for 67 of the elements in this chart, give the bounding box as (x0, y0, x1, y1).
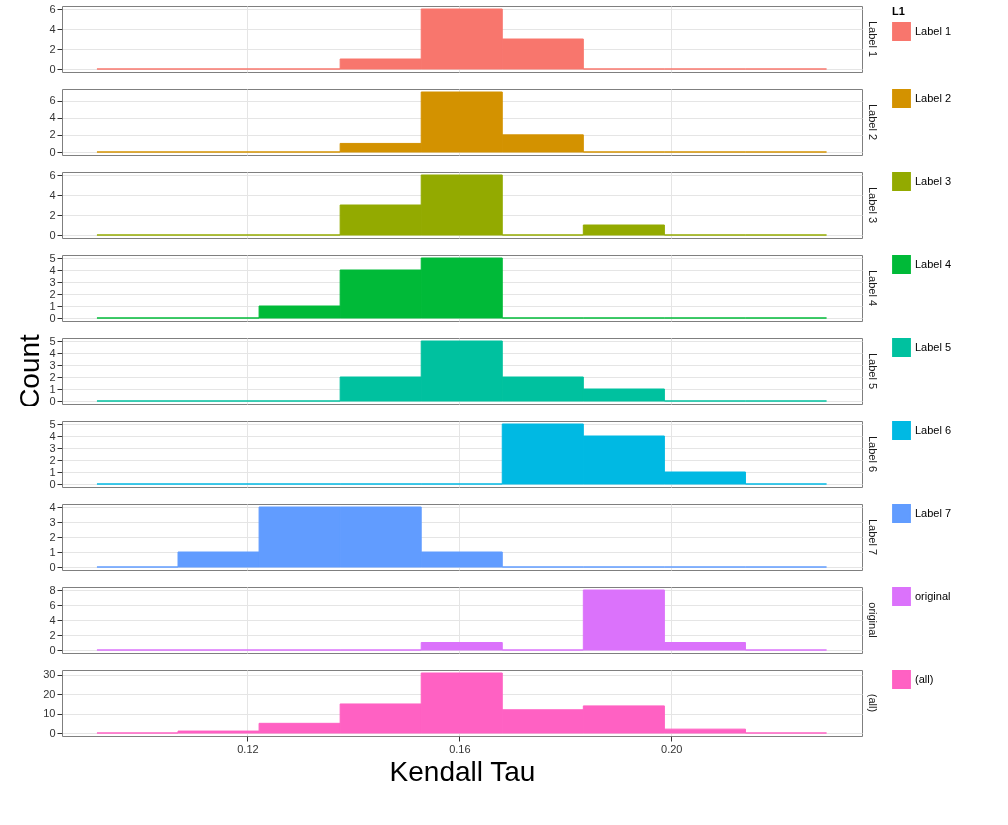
y-tick-label: 2 (49, 370, 56, 383)
y-tick-label: 4 (49, 22, 56, 35)
y-tick-label: 0 (49, 394, 56, 407)
text: Label 4 (867, 269, 879, 307)
legend-title: L1 (892, 5, 905, 17)
y-tick-label: 8 (49, 583, 56, 596)
y-tick-label: 6 (49, 2, 56, 15)
y-tick-label: 4 (49, 111, 56, 124)
y-tick-label: 1 (49, 382, 56, 395)
y-tick-label: 0 (49, 311, 56, 324)
text: Label 7 (867, 518, 879, 556)
y-tick-label: 30 (43, 668, 56, 681)
y-tick-label: 4 (49, 500, 56, 513)
x-axis-title: Kendall Tau (389, 755, 536, 787)
y-tick-label: 3 (49, 515, 56, 528)
y-tick-label: 0 (49, 62, 56, 75)
y-tick-label: 2 (49, 628, 56, 641)
y-tick-label: 20 (43, 687, 56, 700)
legend-label: Label 4 (915, 257, 952, 270)
text: Label 2 (867, 103, 879, 141)
y-tick-label: 2 (49, 42, 56, 55)
y-tick-label: 0 (49, 643, 56, 656)
y-tick-label: 1 (49, 465, 56, 478)
text: (all) (867, 693, 879, 713)
y-tick-label: 5 (49, 417, 56, 430)
text: Label 1 (867, 20, 879, 58)
y-tick-label: 3 (49, 441, 56, 454)
y-tick-label: 2 (49, 287, 56, 300)
y-tick-label: 1 (49, 545, 56, 558)
y-tick-label: 6 (49, 598, 56, 611)
x-tick-label: 0.20 (661, 742, 683, 755)
y-tick-label: 2 (49, 208, 56, 221)
y-tick-label: 4 (49, 613, 56, 626)
y-tick-label: 0 (49, 477, 56, 490)
y-tick-label: 4 (49, 346, 56, 359)
y-tick-label: 4 (49, 188, 56, 201)
y-tick-label: 10 (43, 707, 56, 720)
y-tick-label: 2 (49, 530, 56, 543)
y-tick-label: 3 (49, 275, 56, 288)
y-tick-label: 3 (49, 358, 56, 371)
x-tick-label: 0.16 (449, 742, 471, 755)
legend-label: Label 3 (915, 174, 952, 187)
y-tick-label: 6 (49, 94, 56, 107)
y-tick-label: 4 (49, 263, 56, 276)
y-tick-label: 1 (49, 299, 56, 312)
y-tick-label: 6 (49, 168, 56, 181)
legend-label: Label 7 (915, 506, 952, 519)
text: original (867, 602, 879, 638)
y-tick-label: 4 (49, 429, 56, 442)
text: Label 3 (867, 186, 879, 224)
y-tick-label: 2 (49, 453, 56, 466)
y-tick-label: 0 (49, 228, 56, 241)
y-tick-label: 0 (49, 726, 56, 739)
y-tick-label: 0 (49, 145, 56, 158)
y-tick-label: 2 (49, 128, 56, 141)
legend-label: Label 1 (915, 24, 952, 37)
legend-label: Label 2 (915, 91, 952, 104)
y-tick-label: 5 (49, 251, 56, 264)
text: Label 6 (867, 435, 879, 473)
y-tick-label: 0 (49, 560, 56, 573)
y-tick-label: 5 (49, 334, 56, 347)
legend-label: original (915, 589, 951, 602)
legend-label: Label 5 (915, 340, 952, 353)
legend-label: Label 6 (915, 423, 952, 436)
x-tick-label: 0.12 (237, 742, 259, 755)
text: Label 5 (867, 352, 879, 390)
legend-label: (all) (915, 672, 934, 685)
